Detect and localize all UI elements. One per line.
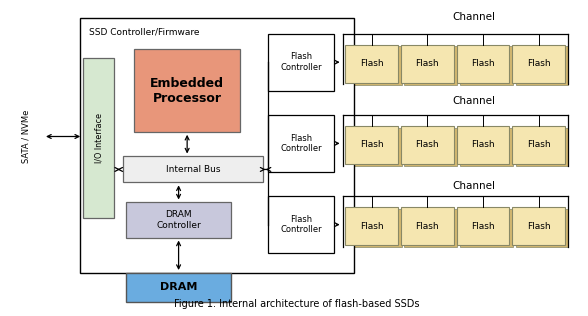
Text: Internal Bus: Internal Bus — [166, 165, 220, 174]
Bar — [405, 128, 457, 166]
Bar — [349, 209, 402, 247]
Bar — [516, 46, 569, 85]
Bar — [405, 209, 457, 247]
Bar — [405, 46, 457, 85]
Bar — [345, 126, 398, 164]
Bar — [516, 209, 569, 247]
Bar — [457, 45, 509, 83]
Bar — [516, 128, 569, 166]
Text: Flash
Controller: Flash Controller — [280, 134, 322, 153]
Bar — [80, 19, 354, 273]
Bar — [138, 51, 244, 134]
Bar — [460, 46, 513, 85]
Bar — [457, 207, 509, 245]
Text: Channel: Channel — [452, 96, 495, 106]
Text: SSD Controller/Firmware: SSD Controller/Firmware — [89, 28, 199, 37]
Text: Flash: Flash — [416, 222, 439, 231]
Text: Flash: Flash — [527, 59, 550, 68]
Text: Flash: Flash — [527, 140, 550, 149]
Text: Flash
Controller: Flash Controller — [280, 52, 322, 72]
Text: Channel: Channel — [452, 12, 495, 22]
Bar — [457, 126, 509, 164]
Text: SATA / NVMe: SATA / NVMe — [22, 110, 31, 163]
Bar — [135, 49, 240, 132]
Bar — [512, 207, 565, 245]
Bar — [142, 53, 248, 136]
Text: Flash: Flash — [360, 140, 383, 149]
Text: I/O Interface: I/O Interface — [94, 113, 103, 163]
Bar — [268, 196, 334, 253]
Text: Flash: Flash — [471, 140, 495, 149]
Text: Flash: Flash — [360, 222, 383, 231]
Bar — [460, 128, 513, 166]
Text: Embedded
Processor: Embedded Processor — [150, 76, 224, 105]
Text: Flash: Flash — [471, 59, 495, 68]
Bar — [268, 34, 334, 90]
Text: Flash
Controller: Flash Controller — [280, 215, 322, 234]
Text: Figure 1. Internal architecture of flash-based SSDs: Figure 1. Internal architecture of flash… — [174, 299, 420, 309]
Bar — [401, 126, 454, 164]
Bar — [401, 207, 454, 245]
Bar — [123, 156, 263, 182]
Text: Channel: Channel — [452, 180, 495, 191]
Bar — [126, 203, 231, 238]
Bar — [460, 209, 513, 247]
Bar — [268, 115, 334, 172]
Bar — [401, 45, 454, 83]
Text: Flash: Flash — [527, 222, 550, 231]
Bar — [83, 58, 115, 218]
Text: Flash: Flash — [416, 59, 439, 68]
Bar — [345, 45, 398, 83]
Text: Flash: Flash — [471, 222, 495, 231]
Text: DRAM: DRAM — [160, 283, 198, 292]
Bar — [512, 45, 565, 83]
Bar — [345, 207, 398, 245]
Text: Flash: Flash — [360, 59, 383, 68]
Text: Flash: Flash — [416, 140, 439, 149]
Text: DRAM
Controller: DRAM Controller — [156, 210, 201, 230]
Bar — [349, 128, 402, 166]
Bar — [126, 273, 231, 302]
Bar — [349, 46, 402, 85]
Bar — [512, 126, 565, 164]
